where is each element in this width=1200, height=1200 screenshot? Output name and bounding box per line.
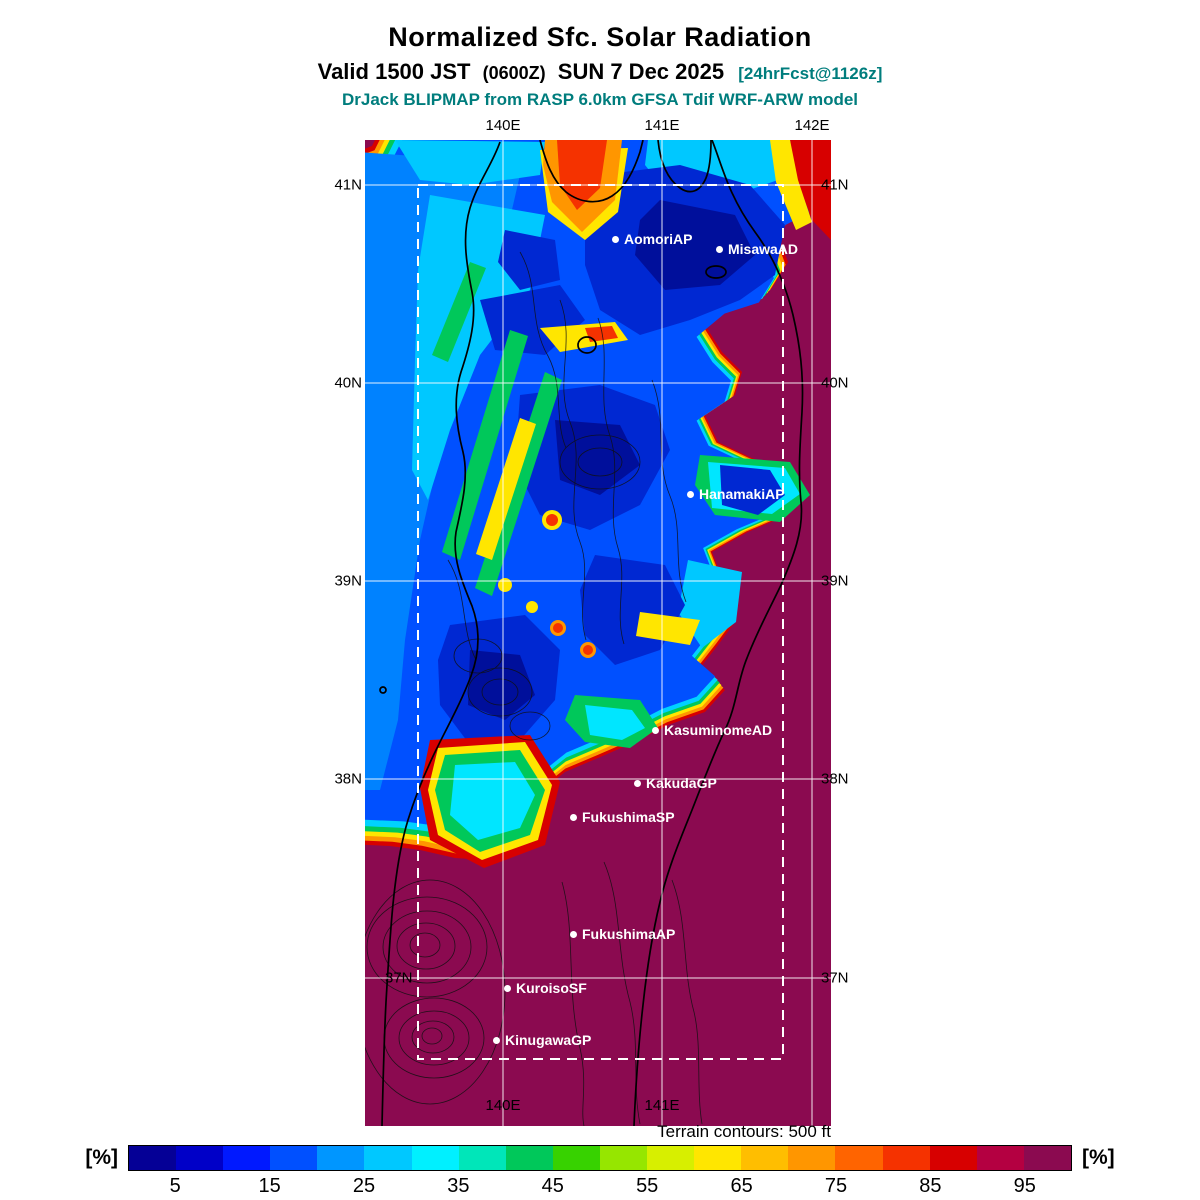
colorbar-tick: 95 <box>1013 1175 1036 1197</box>
colorbar-segment <box>411 1146 459 1170</box>
station-label: AomoriAP <box>624 231 693 247</box>
station-kasuminome-ad: KasuminomeAD <box>652 722 772 738</box>
lat-label-right-41n: 41N <box>821 176 849 194</box>
colorbar-segment <box>552 1146 600 1170</box>
colorbar-unit-left: [%] <box>85 1146 118 1169</box>
colorbar-segment <box>458 1146 506 1170</box>
station-aomori-ap: AomoriAP <box>612 231 692 247</box>
station-dot-icon <box>504 984 511 992</box>
valid-date: SUN 7 Dec 2025 <box>557 59 725 84</box>
colorbar-bar <box>128 1145 1072 1171</box>
station-dot-icon <box>716 245 723 253</box>
lon-label-top-141e: 141E <box>644 117 680 134</box>
valid-time: Valid 1500 JST <box>317 59 471 84</box>
lon-label-top-142e: 142E <box>794 117 830 134</box>
station-dot-icon <box>652 726 659 734</box>
forecast-tag: [24hrFcst@1126z] <box>738 64 883 83</box>
station-dot-icon <box>570 930 577 938</box>
colorbar-tick: 5 <box>169 1175 181 1197</box>
station-fukushima-ap: FukushimaAP <box>570 926 675 942</box>
domain-box <box>417 184 784 1060</box>
colorbar-segment <box>835 1146 883 1170</box>
model-line: DrJack BLIPMAP from RASP 6.0km GFSA Tdif… <box>341 90 859 109</box>
station-dot-icon <box>634 779 641 787</box>
station-label: MisawaAD <box>728 241 799 257</box>
lat-label-left-37n: 37N <box>385 969 413 987</box>
colorbar-segment <box>694 1146 742 1170</box>
lon-label-top-140e: 140E <box>485 117 521 134</box>
colorbar-segment <box>364 1146 412 1170</box>
valid-line: Valid 1500 JST (0600Z) SUN 7 Dec 2025 [2… <box>0 59 1200 85</box>
colorbar-tick: 75 <box>824 1175 848 1197</box>
station-label: KasuminomeAD <box>664 722 773 738</box>
colorbar-segment <box>223 1146 271 1170</box>
station-kakuda-gp: KakudaGP <box>634 775 717 791</box>
colorbar-ticks: 5 15 25 35 45 55 65 75 85 95 <box>128 1175 1072 1199</box>
colorbar-segment <box>317 1146 365 1170</box>
colorbar-tick: 15 <box>258 1175 281 1197</box>
valid-zulu: (0600Z) <box>482 63 546 83</box>
colorbar-segment <box>882 1146 930 1170</box>
lat-label-right-38n: 38N <box>821 770 849 788</box>
header: Normalized Sfc. Solar Radiation Valid 15… <box>0 0 1200 110</box>
colorbar-unit-right: [%] <box>1082 1146 1115 1169</box>
lat-label-right-39n: 39N <box>821 572 849 590</box>
station-kuroiso-sf: KuroisoSF <box>504 980 587 996</box>
lat-label-left-39n: 39N <box>334 572 362 590</box>
colorbar-segment <box>647 1146 695 1170</box>
station-label: KinugawaGP <box>505 1032 592 1048</box>
colorbar-tick: 55 <box>636 1175 659 1197</box>
colorbar-tick: 45 <box>541 1175 564 1197</box>
station-label: HanamakiAP <box>699 486 785 502</box>
colorbar-segment <box>599 1146 648 1170</box>
station-hanamaki-ap: HanamakiAP <box>687 486 785 502</box>
colorbar-segment <box>176 1146 224 1170</box>
colorbar-tick: 35 <box>447 1175 470 1197</box>
terrain-contours <box>365 251 703 1126</box>
lat-label-right-37n: 37N <box>821 969 849 987</box>
station-fukushima-sp: FukushimaSP <box>570 809 675 825</box>
terrain-contour-note: Terrain contours: 500 ft <box>657 1122 831 1141</box>
station-misawa-ad: MisawaAD <box>716 241 798 257</box>
colorbar-tick: 25 <box>352 1175 376 1197</box>
colorbar-segment <box>788 1146 836 1170</box>
station-dot-icon <box>493 1036 500 1044</box>
station-label: FukushimaSP <box>582 809 675 825</box>
colorbar-segment <box>1023 1146 1071 1170</box>
colorbar-segment <box>741 1146 789 1170</box>
colorbar-segment <box>976 1146 1024 1170</box>
station-label: FukushimaAP <box>582 926 676 942</box>
colorbar-segment <box>929 1146 977 1170</box>
page-title: Normalized Sfc. Solar Radiation <box>388 22 812 52</box>
colorbar-segment <box>270 1146 318 1170</box>
lat-label-left-41n: 41N <box>334 176 362 194</box>
station-dot-icon <box>570 813 577 821</box>
lat-label-right-40n: 40N <box>821 374 849 392</box>
station-label: KakudaGP <box>646 775 717 791</box>
station-dot-icon <box>612 235 619 243</box>
station-label: KuroisoSF <box>516 980 587 996</box>
colorbar-segment <box>129 1146 177 1170</box>
colorbar-segment <box>505 1146 553 1170</box>
lat-label-left-38n: 38N <box>334 770 362 788</box>
lon-label-bottom-141e: 141E <box>644 1097 680 1114</box>
coastline <box>379 140 804 1126</box>
station-kinugawa-gp: KinugawaGP <box>493 1032 591 1048</box>
colorbar-tick: 85 <box>919 1175 942 1197</box>
colorbar-tick: 65 <box>730 1175 753 1197</box>
station-dot-icon <box>687 490 694 498</box>
lon-label-bottom-140e: 140E <box>485 1097 521 1114</box>
lat-label-left-40n: 40N <box>334 374 362 392</box>
solar-field <box>365 140 831 868</box>
